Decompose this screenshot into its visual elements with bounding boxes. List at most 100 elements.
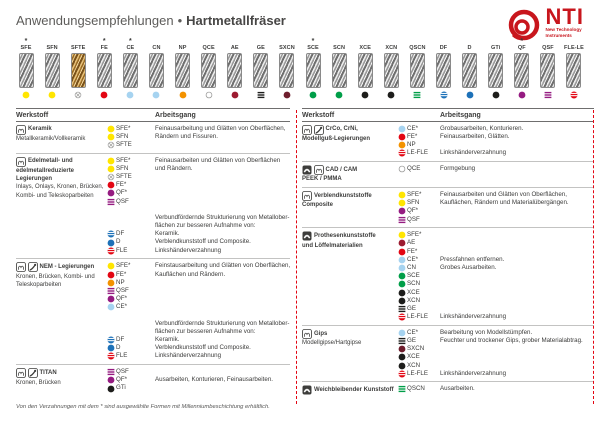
dot-glyph — [544, 91, 552, 99]
code-color-dot-icon — [107, 368, 116, 376]
code-label: QSCN — [407, 385, 425, 393]
operation-text — [155, 287, 290, 295]
material-icons — [16, 368, 38, 378]
material-icons — [302, 191, 312, 201]
table-panel: Werkstoff Arbeitsgang Keramik — [16, 108, 290, 396]
code-line: SFTE — [107, 141, 290, 149]
code-line: DF Keramik. — [107, 336, 290, 344]
code-label: DF — [116, 336, 125, 343]
code-color-dot-icon — [107, 287, 116, 295]
bur-code-label: SCE — [307, 45, 319, 51]
code-line: NP — [107, 279, 290, 287]
dot-glyph — [398, 125, 406, 132]
material-row: NEM - Legierungen Kronen, Brücken, Kombi… — [16, 259, 290, 366]
material-cell: Prothesenkunststoffe und Löffelmateriali… — [302, 231, 398, 321]
bur-color-dot-icon — [74, 91, 82, 99]
dot-glyph — [205, 91, 212, 99]
operation-text: Verblendkunststoff und Composite. — [155, 238, 251, 246]
code-color-dot-icon — [107, 141, 116, 149]
material-icons — [16, 124, 26, 135]
dot-glyph — [107, 352, 115, 360]
operation-text — [440, 289, 594, 297]
code-label: SFN — [116, 164, 129, 172]
code-color-dot-icon — [107, 238, 116, 246]
bur-color-dot-icon — [309, 91, 317, 99]
code-label: SFN — [407, 199, 420, 207]
bur-color-dot-icon — [22, 91, 30, 99]
operation-text: Verblendkunststoff und Composite. — [155, 344, 251, 352]
bur-column: XCE — [355, 39, 375, 99]
operation-text — [440, 345, 594, 353]
dot-glyph — [440, 91, 447, 99]
bur-photo — [566, 53, 582, 88]
code-lines: SFE* AE — [398, 231, 594, 321]
code-label: FLE — [116, 246, 128, 254]
code-color-dot-icon — [107, 384, 116, 392]
code-color-dot-icon — [107, 133, 116, 141]
material-name: Keramik — [28, 126, 52, 133]
column-header-arbeitsgang: Arbeitsgang — [155, 111, 196, 119]
code-label: D — [116, 344, 121, 352]
dot-glyph — [107, 133, 115, 141]
code-line: CN Grobes Ausarbeiten. — [398, 264, 594, 272]
dot-glyph — [257, 91, 265, 99]
code-label: SCE — [407, 272, 420, 280]
code-label: QSF — [116, 368, 129, 376]
material-title-line: Gips — [302, 328, 398, 339]
dot-glyph — [107, 336, 115, 344]
code-color-dot-icon — [107, 125, 116, 133]
code-color-dot-icon — [107, 247, 116, 255]
operation-text — [440, 305, 594, 313]
code-line: NP — [398, 141, 594, 149]
material-cell: TITAN Kronen, Brücken — [16, 368, 107, 393]
material-name-line: und Löffelmaterialien — [302, 242, 363, 249]
millennium-star: * — [520, 38, 524, 45]
operation-text: Grobes Ausarbeiten. — [440, 263, 497, 271]
operation-text — [440, 248, 594, 256]
dot-glyph — [22, 91, 30, 99]
bur-photo — [227, 53, 243, 88]
material-desc-line: Kronen, Brücken, Kombi- und — [16, 273, 95, 280]
operation-text: Feinausarbeiten und Glätten von Oberfläc… — [440, 190, 567, 198]
code-color-dot-icon — [398, 264, 407, 272]
code-label: AE — [407, 239, 416, 247]
dot-glyph — [107, 190, 115, 197]
code-line: SFN Kauflächen, Rändern und Materialüber… — [398, 199, 594, 207]
code-line: SFE* Feinausarbeiten und Glätten von Obe… — [107, 157, 290, 165]
bur-code-label: GE — [256, 45, 265, 51]
code-line: SFN Rändern und Fissuren. — [107, 133, 290, 141]
dot-glyph — [107, 239, 115, 246]
material-title-line: Keramik — [16, 124, 107, 135]
code-label: D — [116, 238, 121, 246]
material-icons — [302, 385, 312, 395]
material-icons — [302, 328, 312, 339]
code-line: SXCN — [398, 345, 594, 353]
dot-glyph — [466, 91, 473, 99]
material-title-line: CAD / CAM — [302, 164, 398, 175]
bur-code-label: DF — [439, 45, 448, 51]
dot-glyph — [126, 91, 134, 99]
code-color-dot-icon — [398, 199, 407, 207]
bur-column: * QF — [512, 38, 532, 99]
dot-glyph — [398, 386, 406, 393]
material-name-line: PEEK / PMMA — [302, 176, 342, 183]
dot-glyph — [398, 141, 406, 149]
dot-glyph — [107, 173, 115, 181]
code-line: FE* Feinausarbeiten, Glätten. — [398, 133, 594, 141]
code-label: SFE* — [407, 190, 422, 198]
operation-text: Feinausarbeitung und Glätten von Oberflä… — [155, 124, 286, 132]
code-color-dot-icon — [398, 329, 407, 337]
material-cell: NEM - Legierungen Kronen, Brücken, Kombi… — [16, 262, 107, 360]
bur-color-dot-icon — [335, 91, 343, 99]
material-cell: Verblendkunststoffe Composite — [302, 191, 398, 224]
code-lines: CE* Bearbeitung von Modellstümpfen. GE F… — [398, 329, 594, 378]
code-label: CE* — [407, 255, 419, 263]
code-label: QF* — [116, 189, 128, 197]
code-color-dot-icon — [107, 303, 116, 311]
material-title-line: TITAN — [16, 368, 107, 378]
material-desc-line: Kronen, Brücken — [16, 379, 61, 386]
bur-photo — [436, 53, 451, 88]
operation-text: Feuchter und trockener Gips, grober Mate… — [440, 336, 583, 344]
code-label: GTi — [116, 384, 126, 392]
bur-photo — [462, 53, 478, 88]
